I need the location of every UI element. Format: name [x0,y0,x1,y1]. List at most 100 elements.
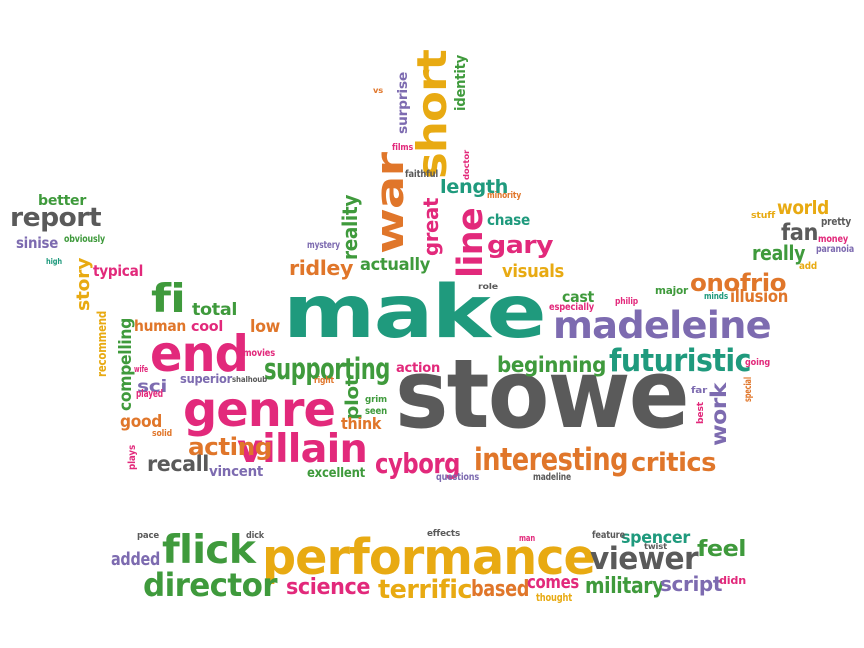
word-philip: philip [615,297,638,308]
word-pretty: pretty [821,215,852,229]
word-compelling: compelling [116,317,136,411]
word-villain: villain [237,426,368,472]
word-work: work [707,383,731,446]
word-great: great [419,198,443,256]
word-spencer: spencer [621,527,690,548]
word-recall: recall [147,452,209,477]
word-movies: movies [243,348,275,360]
word-length: length [440,176,508,199]
word-minority: minority [487,191,522,202]
word-films: films [392,143,414,154]
word-going: going [745,358,770,369]
word-role: role [478,282,499,292]
word-fi: fi [151,276,186,322]
word-ridley: ridley [289,256,354,281]
word-typical: typical [93,261,144,280]
word-money: money [818,234,848,246]
word-special: special [743,377,754,402]
word-vs: vs [373,86,384,96]
word-total: total [192,299,238,320]
word-obviously: obviously [64,234,106,246]
word-wife: wife [134,365,148,376]
word-feature: feature [592,530,626,542]
word-line: line [451,208,491,278]
word-illusion: illusion [730,286,789,307]
word-twist: twist [644,542,667,552]
word-man: man [519,534,535,545]
word-solid: solid [152,429,173,440]
word-action: action [396,360,441,376]
word-visuals: visuals [502,260,564,282]
word-best: best [696,402,706,424]
word-make: make [283,270,547,356]
word-thought: thought [536,591,572,605]
word-grim: grim [365,395,387,406]
word-human: human [134,316,187,335]
word-doctor: doctor [462,149,471,180]
word-supporting: supporting [264,351,390,386]
word-comes: comes [527,571,579,593]
word-plays: plays [127,445,138,470]
word-dick: dick [246,531,265,542]
word-minds: minds [704,292,729,303]
word-especially: especially [549,302,595,314]
word-pace: pace [137,531,159,542]
word-based: based [471,577,530,603]
word-excellent: excellent [307,465,366,481]
word-madeline: madeline [533,472,572,484]
word-report: report [10,203,102,233]
word-added: added [111,548,160,570]
word-fan: fan [781,220,819,247]
word-really: really [752,241,806,266]
word-right: right [314,376,335,387]
word-identity: identity [453,55,469,111]
word-faithful: faithful [405,169,439,181]
word-mystery: mystery [307,240,340,252]
word-director: director [143,565,278,604]
word-military: military [585,574,664,600]
word-sci: sci [137,376,167,397]
word-critics: critics [631,448,716,478]
word-end: end [150,325,249,384]
word-cool: cool [191,318,223,335]
word-good: good [120,411,162,432]
word-beginning: beginning [497,353,606,378]
word-think: think [341,413,382,433]
word-far: far [691,386,708,397]
word-futuristic: futuristic [609,342,751,379]
word-better: better [38,192,87,209]
word-cyborg: cyborg [375,446,460,480]
word-chase: chase [487,210,530,229]
word-low: low [250,316,281,337]
word-major: major [655,284,688,298]
word-performance: performance [262,529,596,587]
word-genre: genre [183,382,336,439]
word-superior: superior [180,372,233,387]
word-sinise: sinise [16,233,59,252]
word-world: world [777,197,829,220]
word-questions: questions [436,472,480,484]
word-interesting: interesting [474,441,629,478]
word-war: war [368,152,412,254]
word-feel: feel [697,537,747,563]
word-cast: cast [562,287,594,306]
word-surprise: surprise [396,71,411,134]
word-paranoia: paranoia [816,244,854,256]
word-stuff: stuff [751,211,775,222]
word-onofrio: onofrio [690,269,787,298]
word-didn: didn [719,574,746,588]
word-shalhoub: shalhoub [232,375,267,385]
word-science: science [286,575,370,601]
word-viewer: viewer [590,540,699,577]
word-acting: acting [188,433,272,462]
word-gary: gary [487,231,554,260]
word-vincent: vincent [209,463,264,480]
word-effects: effects [427,529,461,540]
word-stowe: stowe [395,339,690,450]
word-script: script [660,572,723,597]
word-played: played [136,387,163,401]
word-high: high [46,257,63,267]
word-story: story [73,257,94,311]
word-actually: actually [360,254,430,275]
